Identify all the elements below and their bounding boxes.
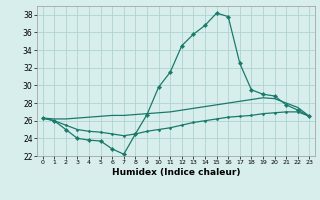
X-axis label: Humidex (Indice chaleur): Humidex (Indice chaleur) [112, 168, 240, 177]
